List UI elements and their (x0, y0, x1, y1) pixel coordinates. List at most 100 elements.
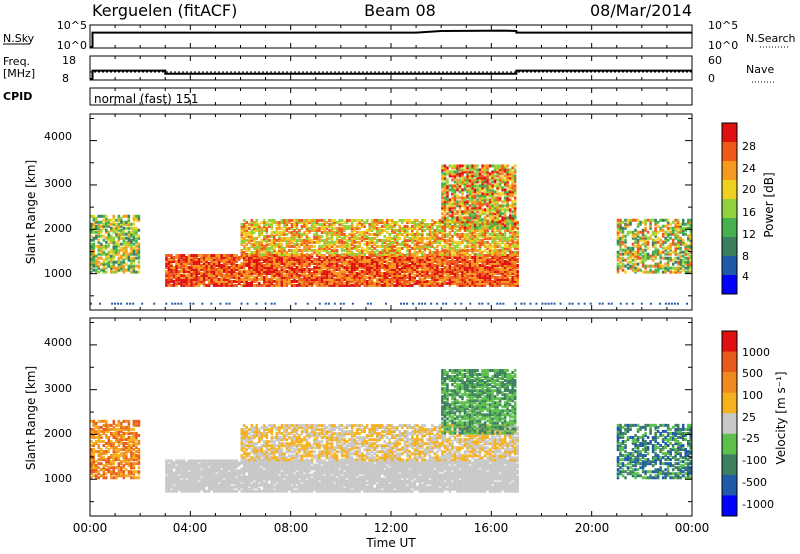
power-echo-cell (393, 261, 397, 265)
power-echo-cell (501, 277, 504, 281)
power-echo-cell (428, 279, 432, 283)
power-echo-cell (436, 265, 439, 269)
power-echo-cell (496, 279, 499, 283)
power-echo-cell (310, 277, 314, 281)
power-echo-cell (461, 200, 464, 204)
power-echo-cell (383, 224, 386, 228)
power-echo-cell (120, 268, 123, 272)
power-echo-cell (478, 168, 482, 172)
power-echo-cell (481, 283, 484, 287)
power-echo-cell (438, 269, 442, 273)
power-echo-cell (182, 269, 186, 273)
power-echo-cell (187, 269, 191, 273)
power-echo-cell (202, 256, 206, 260)
power-echo-cell (423, 261, 427, 265)
power-echo-cell (478, 214, 482, 218)
power-echo-cell (340, 246, 344, 250)
power-echo-cell (496, 281, 499, 285)
power-echo-cell (396, 265, 399, 269)
power-echo-cell (513, 242, 517, 246)
power-echo-cell (275, 228, 279, 232)
power-echo-cell (280, 273, 284, 277)
power-echo-cell (413, 265, 417, 269)
power-echo-cell (345, 234, 349, 238)
power-echo-cell (396, 261, 399, 265)
power-echo-cell (631, 236, 635, 240)
power-echo-cell (365, 250, 369, 254)
power-echo-cell (210, 267, 213, 271)
power-echo-cell (493, 220, 497, 224)
power-echo-cell (240, 238, 243, 242)
power-echo-cell (393, 279, 397, 283)
power-echo-cell (498, 196, 502, 200)
power-echo-cell (385, 230, 389, 234)
power-echo-cell (293, 234, 296, 238)
power-echo-cell (330, 234, 334, 238)
power-echo-cell (127, 256, 131, 260)
power-echo-cell (122, 246, 126, 250)
power-echo-cell (656, 266, 660, 270)
power-echo-cell (175, 267, 178, 271)
power-echo-cell (378, 250, 381, 254)
power-echo-cell (343, 271, 346, 275)
power-echo-cell (476, 261, 479, 265)
power-echo-cell (501, 271, 504, 275)
power-echo-cell (300, 281, 304, 285)
power-echo-cell (488, 208, 492, 212)
power-echo-cell (340, 252, 344, 256)
power-echo-cell (388, 218, 391, 222)
power-echo-cell (508, 190, 512, 194)
power-echo-cell (421, 250, 424, 254)
power-echo-cell (375, 244, 379, 248)
power-echo-cell (443, 248, 447, 252)
power-echo-cell (275, 256, 279, 260)
power-echo-cell (280, 218, 284, 222)
power-echo-cell (107, 244, 111, 248)
power-echo-cell (493, 263, 497, 267)
power-echo-cell (656, 252, 660, 256)
power-echo-cell (333, 246, 336, 250)
power-echo-cell (340, 242, 344, 246)
power-echo-cell (197, 279, 201, 283)
power-echo-cell (393, 228, 397, 232)
power-echo-cell (333, 240, 336, 244)
power-echo-cell (426, 283, 429, 287)
power-echo-cell (335, 238, 339, 242)
power-echo-cell (95, 218, 98, 222)
power-echo-cell (310, 240, 314, 244)
power-echo-cell (225, 281, 228, 285)
power-echo-cell (478, 188, 482, 192)
power-echo-cell (115, 268, 118, 272)
power-echo-cell (644, 266, 647, 270)
power-echo-cell (408, 265, 412, 269)
power-echo-cell (443, 258, 447, 261)
power-echo-cell (127, 220, 131, 224)
power-echo-cell (461, 271, 464, 275)
power-echo-cell (616, 250, 620, 254)
power-echo-cell (616, 218, 620, 222)
power-echo-cell (248, 261, 251, 265)
power-echo-cell (285, 250, 289, 254)
power-echo-cell (363, 279, 366, 283)
power-echo-cell (255, 279, 259, 283)
power-echo-cell (263, 222, 266, 226)
power-echo-cell (340, 283, 344, 287)
power-echo-cell (411, 230, 414, 234)
power-echo-cell (328, 230, 331, 234)
power-echo-cell (501, 267, 504, 271)
power-echo-cell (232, 267, 236, 271)
power-echo-cell (498, 222, 502, 226)
power-echo-cell (207, 267, 211, 271)
power-echo-cell (370, 252, 374, 256)
power-echo-cell (478, 244, 482, 248)
power-echo-cell (95, 230, 98, 234)
power-echo-cell (240, 240, 243, 244)
power-echo-cell (353, 258, 356, 261)
power-echo-cell (207, 283, 211, 287)
power-echo-cell (491, 216, 494, 220)
power-echo-cell (421, 226, 424, 230)
power-echo-cell (182, 283, 186, 287)
power-echo-cell (451, 228, 454, 232)
power-echo-cell (217, 273, 221, 277)
power-echo-cell (360, 275, 364, 279)
